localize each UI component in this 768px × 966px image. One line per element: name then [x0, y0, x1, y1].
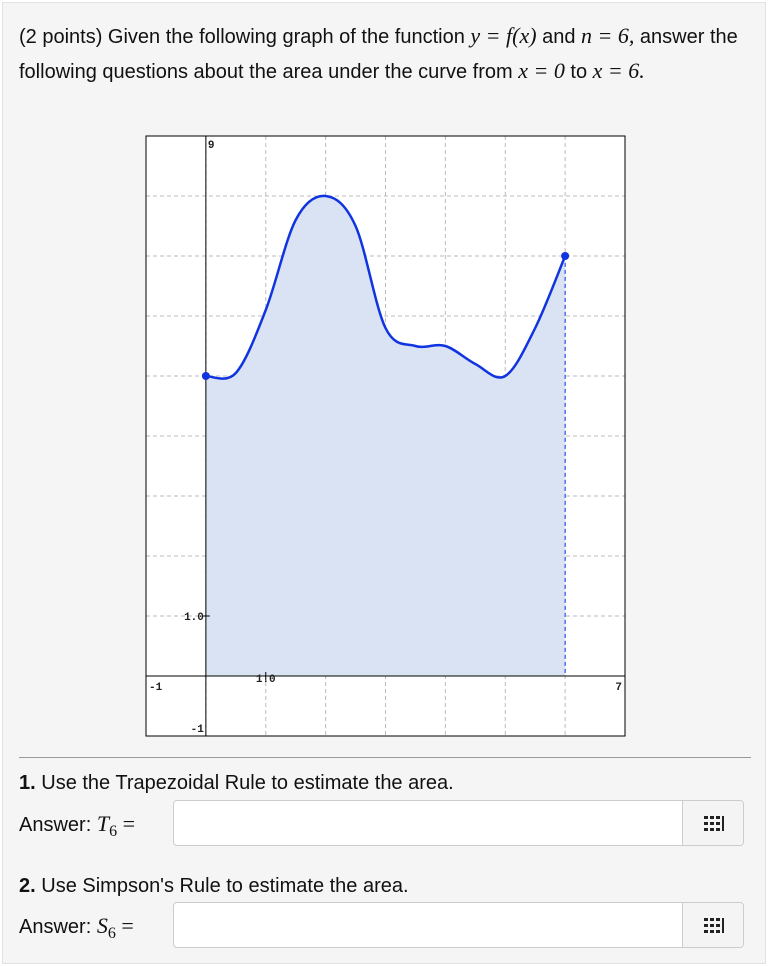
answer-label: Answer: S6 =	[19, 913, 134, 943]
x-tick-label: -1	[149, 682, 163, 694]
curve	[205, 194, 567, 380]
endpoint	[201, 372, 210, 380]
text: Use the Trapezoidal Rule to estimate the…	[41, 772, 454, 794]
text: (2 points) Given the following graph of …	[19, 26, 471, 48]
math: S	[96, 913, 108, 938]
math: 6	[107, 925, 116, 942]
equation-editor-button[interactable]	[682, 903, 743, 947]
label: Answer:	[19, 814, 92, 836]
math: =	[121, 913, 134, 938]
math: T	[96, 811, 110, 836]
label: Answer:	[19, 916, 92, 938]
question: 2. Use Simpson's Rule to estimate the ar…	[19, 875, 409, 898]
math: =	[122, 811, 136, 836]
math: x = 0	[518, 58, 565, 83]
y-tick-label: 9	[208, 140, 215, 152]
math: x = 6.	[592, 58, 645, 83]
icon	[704, 816, 724, 831]
text: and	[536, 26, 582, 48]
x-tick-label: 7	[615, 682, 622, 694]
answer-input[interactable]	[173, 800, 744, 846]
number: 1.	[19, 772, 36, 794]
y-tick-label: 1.0	[184, 612, 204, 624]
math: n = 6,	[581, 23, 635, 48]
equation-editor-button[interactable]	[682, 801, 743, 845]
text: Use Simpson's Rule to estimate the area.	[41, 875, 409, 897]
plot-border	[145, 135, 626, 737]
math: 6	[109, 823, 118, 840]
text: answer the following questions about the…	[19, 26, 738, 83]
answer-input[interactable]	[173, 902, 744, 948]
icon	[704, 918, 724, 933]
problem-statement: (2 points) Given the following graph of …	[19, 19, 749, 89]
text: to	[564, 61, 593, 83]
number: 2.	[19, 875, 36, 897]
answer-label: Answer: T6 =	[19, 811, 135, 841]
question: 1. Use the Trapezoidal Rule to estimate …	[19, 772, 454, 795]
y-tick-label: -1	[191, 724, 205, 736]
x-tick-label: 1.0	[256, 674, 276, 686]
area-fill	[205, 195, 566, 676]
divider	[19, 757, 751, 758]
math: y = f(x)	[470, 23, 537, 48]
endpoint	[561, 252, 570, 260]
graph: -1 1.0 7 9 1.0 -1	[145, 135, 626, 737]
